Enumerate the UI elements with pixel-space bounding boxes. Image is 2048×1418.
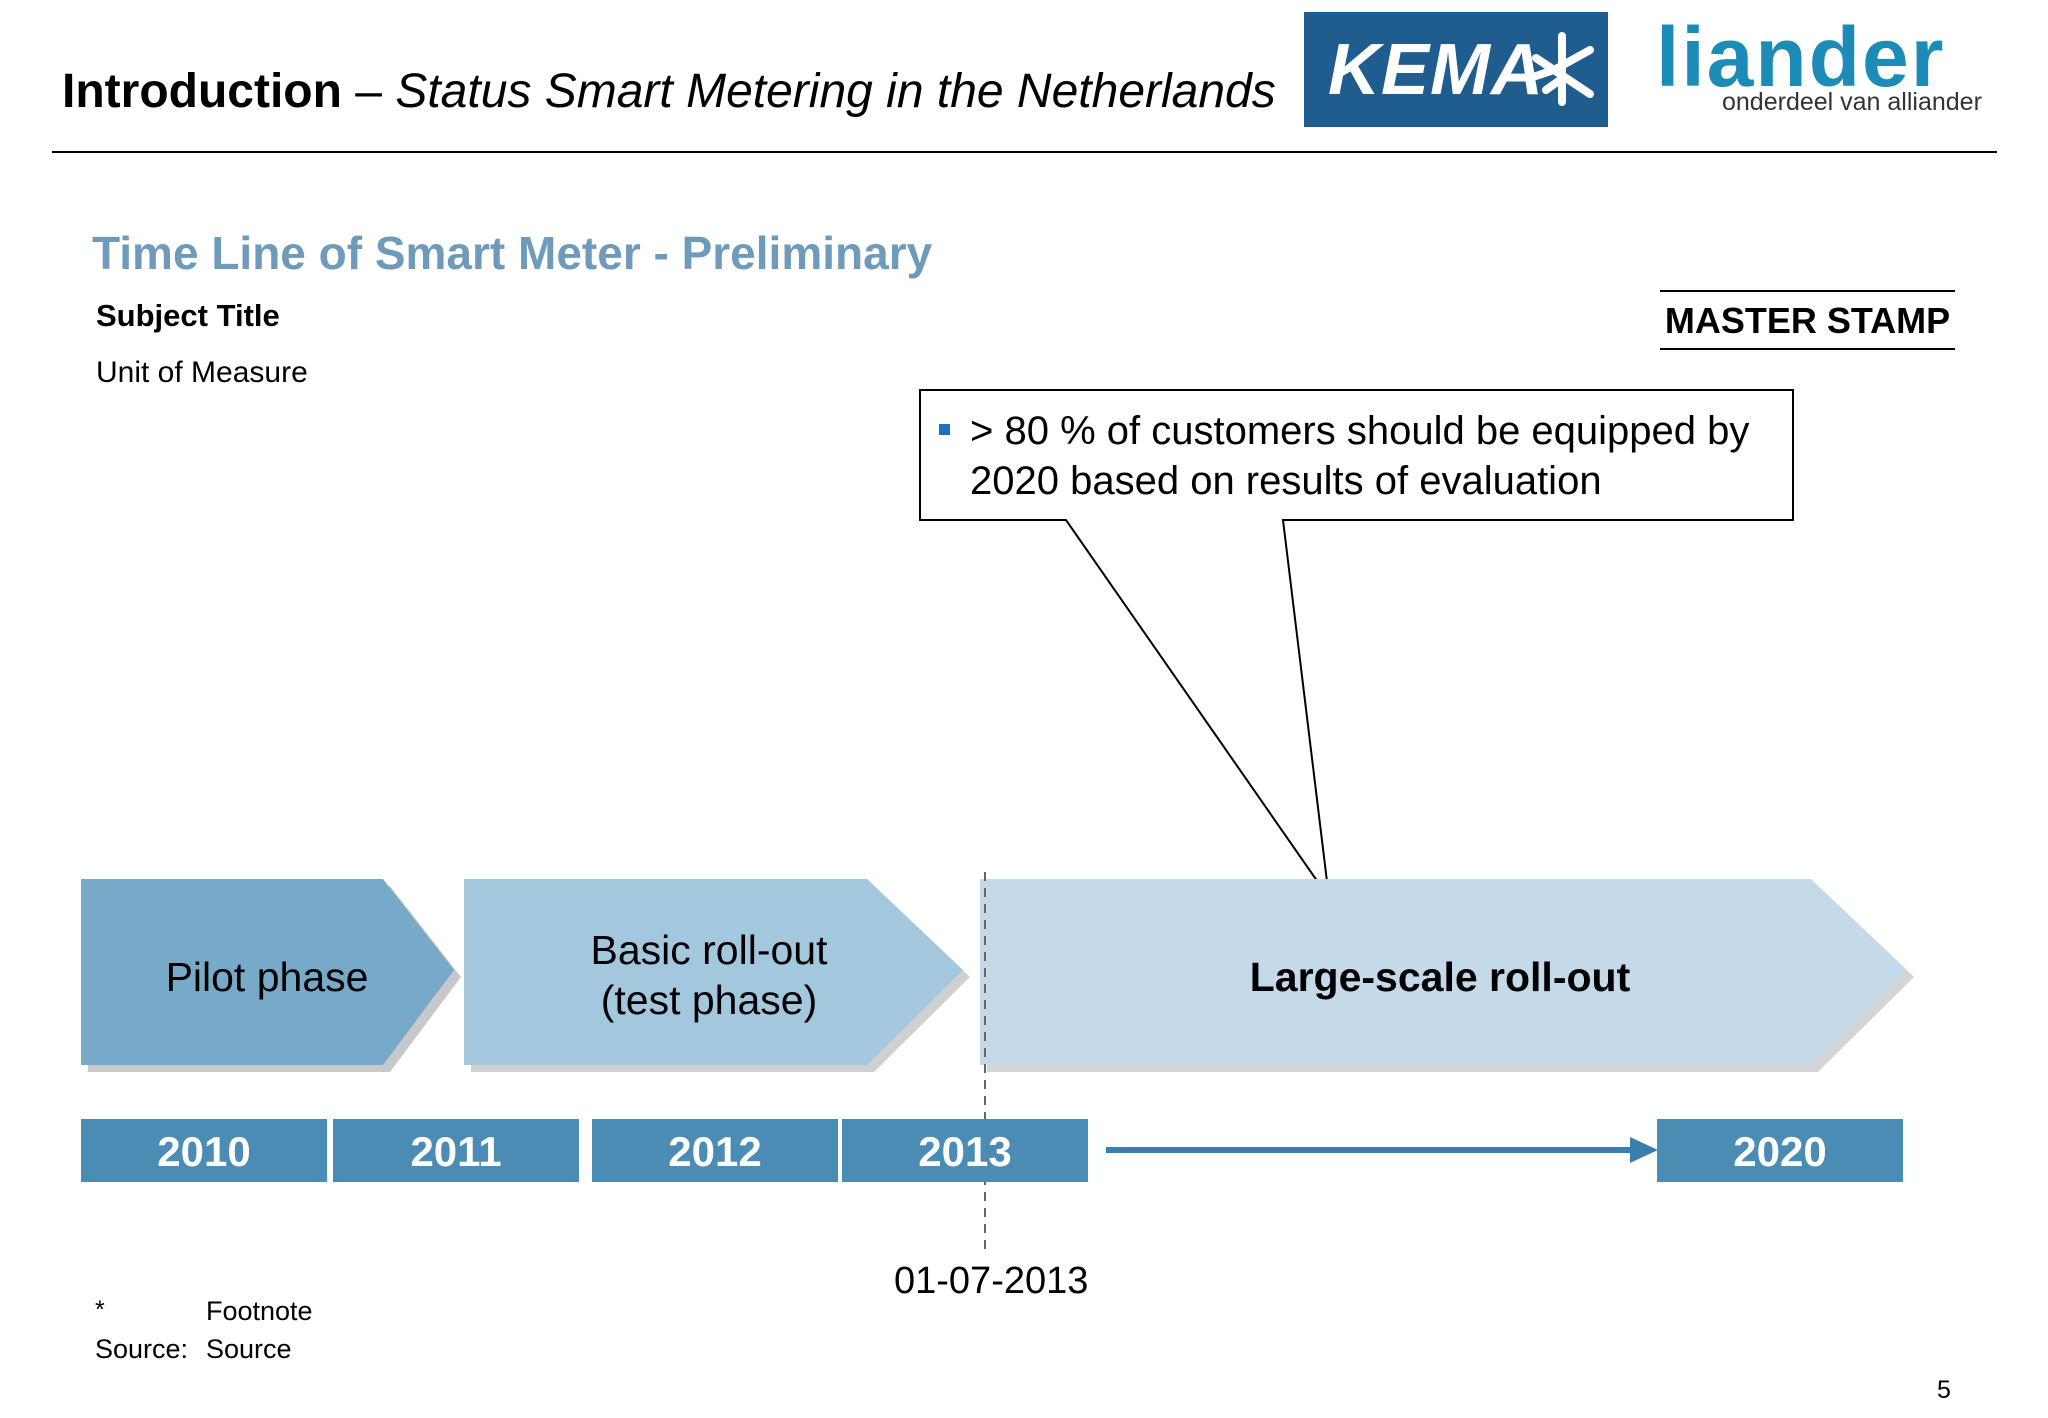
basic-rollout-arrow [464, 879, 963, 1065]
subject-title: Subject Title [96, 298, 280, 333]
callout-text: > 80 % of customers should be equipped b… [970, 409, 1750, 503]
liander-logo: liander onderdeel van alliander [1650, 12, 2030, 128]
master-stamp: MASTER STAMP [1660, 290, 1955, 350]
footnote-marker: * [95, 1296, 105, 1324]
timeline-arrow-head [1630, 1137, 1658, 1163]
header-title-separator: – [341, 65, 396, 118]
source-text: Source [206, 1334, 292, 1364]
callout-bullet-icon [939, 424, 950, 435]
page-number: 5 [1937, 1376, 1951, 1404]
phase-label-basic-line1: Basic roll-out [590, 927, 828, 973]
callout-box [919, 389, 1794, 899]
marker-date-label: 01-07-2013 [894, 1260, 1089, 1302]
phase-label-basic: Basic roll-out (test phase) [464, 925, 954, 1025]
large-rollout-arrow [980, 879, 1907, 1065]
phase-label-basic-line2: (test phase) [600, 977, 818, 1023]
phase-label-large: Large-scale roll-out [980, 952, 1900, 1002]
phase-label-large-line1: Large-scale roll-out [1249, 954, 1631, 1000]
phase-label-pilot: Pilot phase [81, 952, 453, 1002]
year-cell-2012: 2012 [592, 1119, 838, 1182]
page-header-title: Introduction – Status Smart Metering in … [62, 64, 1276, 120]
year-cell-2010: 2010 [81, 1119, 327, 1182]
liander-logo-name: liander [1656, 10, 1946, 104]
kema-logo-text: KEMA [1328, 30, 1544, 110]
kema-mark-icon [1532, 32, 1594, 106]
year-cell-2013: 2013 [842, 1119, 1088, 1182]
liander-logo-subtitle: onderdeel van alliander [1722, 88, 1982, 116]
year-cell-2011: 2011 [333, 1119, 579, 1182]
master-stamp-label: MASTER STAMP [1664, 300, 1951, 341]
header-divider [52, 151, 1997, 153]
header-title-italic: Status Smart Metering in the Netherlands [395, 65, 1276, 118]
phase-label-pilot-line1: Pilot phase [165, 954, 369, 1000]
footnote-text: Footnote [206, 1296, 313, 1326]
unit-of-measure: Unit of Measure [96, 356, 308, 389]
pilot-phase-arrow [81, 879, 454, 1065]
header-title-bold: Introduction [62, 65, 342, 118]
slide-title: Time Line of Smart Meter - Preliminary [92, 227, 933, 279]
source-label: Source: [95, 1334, 189, 1364]
year-cell-2020: 2020 [1657, 1119, 1903, 1182]
kema-logo: KEMA [1304, 12, 1608, 127]
